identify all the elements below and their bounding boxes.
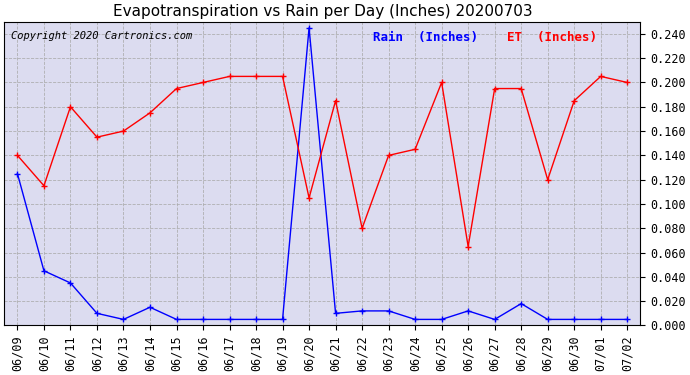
Title: Evapotranspiration vs Rain per Day (Inches) 20200703: Evapotranspiration vs Rain per Day (Inch… (112, 4, 532, 19)
Text: Rain  (Inches): Rain (Inches) (373, 31, 478, 44)
Text: ET  (Inches): ET (Inches) (507, 31, 597, 44)
Text: Copyright 2020 Cartronics.com: Copyright 2020 Cartronics.com (10, 31, 192, 41)
